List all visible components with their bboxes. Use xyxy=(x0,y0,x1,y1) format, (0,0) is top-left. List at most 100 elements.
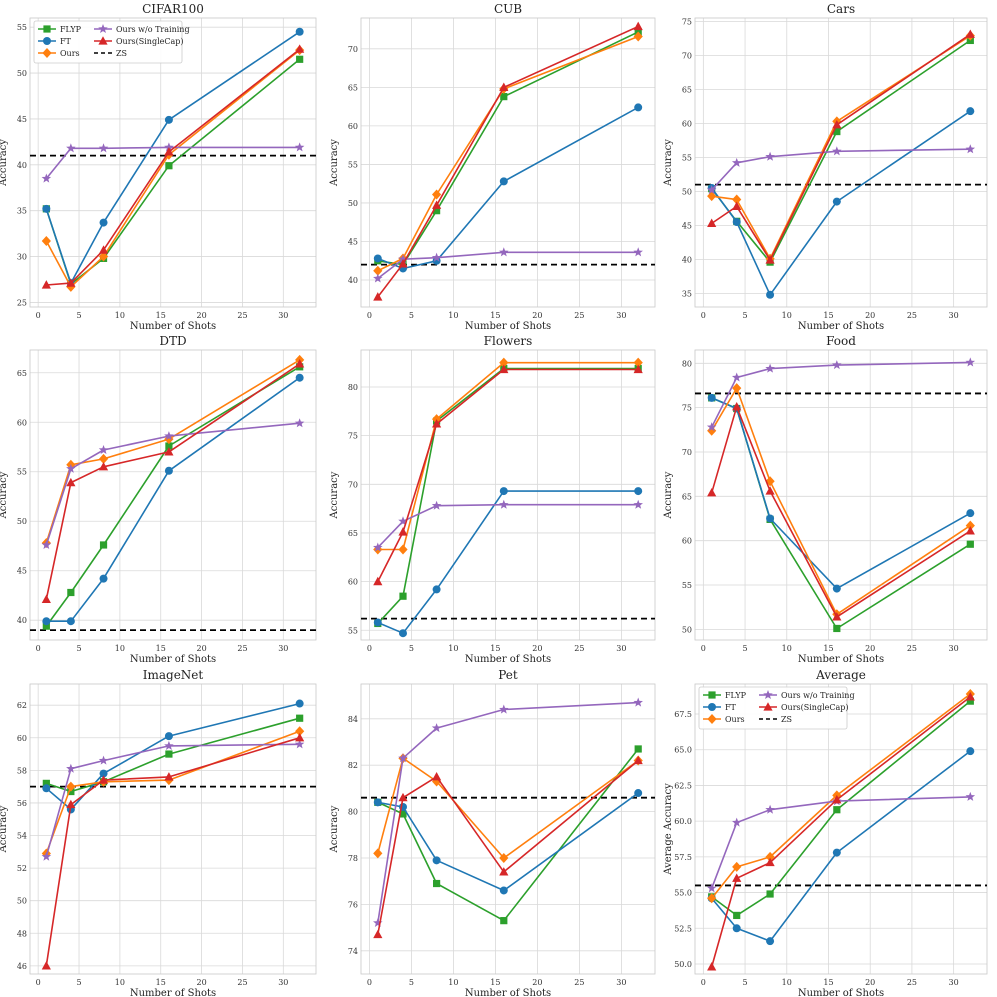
chart-title: CIFAR100 xyxy=(142,2,204,16)
legend-label: FLYP xyxy=(60,25,82,34)
y-tick-label: 48 xyxy=(17,929,27,938)
x-tick-label: 30 xyxy=(278,978,288,987)
x-tick-label: 30 xyxy=(949,311,959,320)
x-tick-label: 5 xyxy=(409,644,414,653)
x-axis-label: Number of Shots xyxy=(130,321,216,332)
data-point-flyp xyxy=(296,55,304,63)
x-tick-label: 15 xyxy=(156,311,166,320)
y-tick-label: 30 xyxy=(17,253,27,262)
data-point-ourssingle xyxy=(499,82,509,91)
data-point-ours xyxy=(66,781,76,792)
chart-dtd: 0 5 10 15 20 25 30 40 45 50 55 60 65 DTD Number of Sho… xyxy=(0,334,317,665)
data-point-oursnotrain xyxy=(706,422,717,432)
chart-food: 0 5 10 15 20 25 30 50 55 60 65 70 75 80 Food Number of … xyxy=(663,334,988,665)
data-point-flyp xyxy=(766,890,774,898)
plot-frame xyxy=(360,683,656,975)
x-tick-label: 25 xyxy=(237,644,247,653)
data-point-ourssingle xyxy=(732,201,742,210)
data-point-ft xyxy=(766,290,775,299)
data-point-oursnotrain xyxy=(431,723,442,733)
x-tick-label: 10 xyxy=(115,311,125,320)
data-point-ft xyxy=(966,107,975,116)
data-point-oursnotrain xyxy=(66,143,76,153)
y-axis-label: Accuracy xyxy=(329,471,340,519)
x-tick-label: 30 xyxy=(949,978,959,987)
data-point-ours xyxy=(432,189,442,200)
data-point-ourssingle xyxy=(164,447,174,456)
data-point-oursnotrain xyxy=(98,444,109,455)
data-point-oursnotrain xyxy=(832,360,842,370)
x-tick-label: 20 xyxy=(532,644,542,653)
chart-title: DTD xyxy=(159,334,186,348)
y-tick-label: 60 xyxy=(682,537,692,546)
data-point-oursnotrain xyxy=(832,146,842,156)
data-point-ft xyxy=(766,937,775,946)
y-tick-label: 78 xyxy=(348,854,358,863)
data-point-ours xyxy=(432,414,442,425)
plot-frame xyxy=(360,17,656,308)
y-tick-label: 62.5 xyxy=(674,781,692,790)
y-tick-label: 50.0 xyxy=(674,960,692,969)
data-point-ft xyxy=(432,585,441,594)
x-tick-label: 25 xyxy=(907,978,917,987)
data-point-oursnotrain xyxy=(765,804,775,814)
data-point-oursnotrain xyxy=(633,697,643,707)
y-tick-label: 25 xyxy=(17,298,27,307)
data-point-ours xyxy=(965,520,975,531)
x-tick-label: 20 xyxy=(865,978,875,987)
data-point-ft xyxy=(373,798,382,807)
x-tick-label: 20 xyxy=(532,311,542,320)
data-point-ourssingle xyxy=(633,21,643,31)
y-tick-label: 74 xyxy=(348,947,358,956)
y-tick-label: 55 xyxy=(682,153,692,162)
plot-frame xyxy=(694,349,988,641)
y-tick-label: 60 xyxy=(348,578,358,587)
x-tick-label: 5 xyxy=(743,644,748,653)
chart-cifar100: 0 5 10 15 20 25 30 25 30 35 40 45 50 55 CIFAR100 Number… xyxy=(0,2,317,332)
data-point-oursnotrain xyxy=(66,763,76,773)
data-point-oursnotrain xyxy=(373,542,383,552)
data-point-oursnotrain xyxy=(164,142,174,152)
chart-title: Flowers xyxy=(484,334,533,348)
chart-title: Pet xyxy=(498,668,518,682)
y-tick-label: 40 xyxy=(17,616,27,625)
legend-label: FT xyxy=(60,37,72,46)
data-point-ours xyxy=(732,861,742,872)
x-axis-label: Number of Shots xyxy=(465,654,551,665)
x-tick-label: 10 xyxy=(115,644,125,653)
y-axis-label: Accuracy xyxy=(0,139,9,187)
x-axis-label: Number of Shots xyxy=(798,988,884,997)
data-point-oursnotrain xyxy=(431,500,442,510)
x-tick-label: 0 xyxy=(701,644,706,653)
data-point-ourssingle xyxy=(98,461,109,471)
x-tick-label: 20 xyxy=(532,978,542,987)
y-tick-label: 56 xyxy=(17,799,27,808)
y-tick-label: 67.5 xyxy=(674,710,692,719)
legend-label: ZS xyxy=(781,715,792,724)
y-tick-label: 50 xyxy=(17,517,27,526)
data-point-ft xyxy=(99,574,108,583)
plot-area xyxy=(695,350,987,640)
data-point-ft xyxy=(42,784,51,793)
chart-flowers: 0 5 10 15 20 25 30 55 60 65 70 75 80 Flowers Number of… xyxy=(329,334,656,665)
y-tick-label: 55 xyxy=(17,468,27,477)
chart-cars: 0 5 10 15 20 25 30 35 40 45 50 55 60 65 70 75 Cars Number… xyxy=(663,2,988,332)
x-tick-label: 25 xyxy=(237,311,247,320)
y-tick-label: 65 xyxy=(682,85,692,94)
data-point-ourssingle xyxy=(398,259,408,268)
data-point-ourssingle xyxy=(765,255,775,264)
y-tick-label: 65 xyxy=(348,83,358,92)
legend-label: FLYP xyxy=(725,691,747,700)
data-point-ft xyxy=(832,584,841,593)
x-tick-label: 5 xyxy=(76,978,81,987)
y-tick-label: 70 xyxy=(682,448,692,457)
data-point-flyp xyxy=(296,714,304,722)
x-tick-label: 5 xyxy=(743,311,748,320)
data-point-ours xyxy=(295,726,305,737)
x-tick-label: 30 xyxy=(616,311,626,320)
data-point-ourssingle xyxy=(98,245,109,254)
plot-frame xyxy=(29,349,317,641)
data-point-flyp xyxy=(67,588,75,597)
chart-average: 0 5 10 15 20 25 30 50.0 52.5 55.0 57.5 60.0 62.5 65.0… xyxy=(663,668,988,997)
legend-label: ZS xyxy=(116,49,127,58)
